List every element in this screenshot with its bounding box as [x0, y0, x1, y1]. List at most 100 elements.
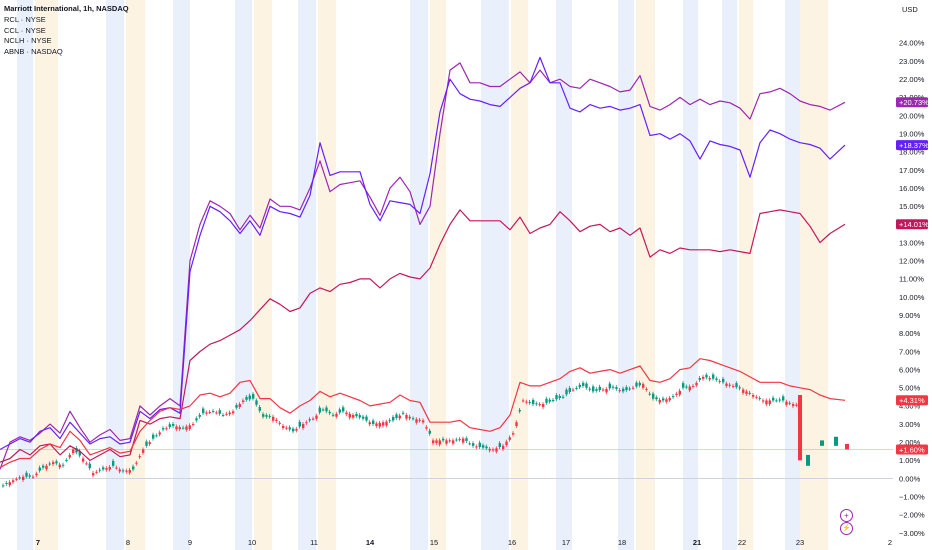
legend-title[interactable]: Marriott International, 1h, NASDAQ	[4, 4, 129, 13]
y-axis[interactable]: 24.00%23.00%22.00%21.00%20.00%19.00%18.0…	[899, 39, 925, 538]
candle-body	[178, 427, 181, 430]
x-tick-label: 21	[693, 538, 701, 547]
series-line-1[interactable]	[0, 62, 846, 470]
candle-body	[352, 414, 355, 418]
candle-body	[355, 413, 358, 417]
y-tick-label: 24.00%	[899, 39, 925, 48]
candle-body	[248, 395, 251, 400]
y-tick-label: 0.00%	[899, 474, 921, 483]
candle-body	[2, 485, 5, 487]
candle-body	[512, 433, 515, 435]
candle-body	[305, 422, 308, 424]
y-tick-label: 2.00%	[899, 438, 921, 447]
candle-body	[5, 482, 8, 484]
session-band	[17, 0, 33, 550]
candle-body	[672, 396, 675, 398]
candle-body	[758, 398, 761, 400]
session-band	[511, 0, 528, 550]
candle-body	[702, 376, 705, 379]
candle-body	[612, 386, 615, 388]
candle-body	[492, 449, 495, 451]
candle-body	[535, 403, 538, 405]
candle-body	[482, 445, 485, 448]
candle-body	[665, 399, 668, 402]
candle-body	[125, 470, 128, 472]
candle-body	[182, 427, 185, 429]
candle-body	[582, 382, 585, 386]
candle-body	[142, 449, 145, 453]
candle-body	[368, 422, 371, 425]
session-band	[235, 0, 252, 550]
candle-body	[68, 454, 71, 458]
candle-body	[188, 425, 191, 429]
candle-body	[775, 400, 778, 402]
flash-icon[interactable]: ⚡	[840, 522, 853, 535]
candle-body	[382, 422, 385, 426]
y-tick-label: 23.00%	[899, 57, 925, 66]
session-band	[739, 0, 753, 550]
candle-body	[28, 475, 31, 477]
candle-body	[708, 378, 711, 380]
candle-body	[488, 448, 491, 451]
candle-body	[462, 438, 465, 443]
x-tick-label: 10	[248, 538, 256, 547]
candle-body	[795, 404, 798, 406]
candle-body	[85, 463, 88, 465]
series-line-4[interactable]	[0, 358, 846, 469]
x-tick-label: 9	[188, 538, 192, 547]
series-lines	[0, 56, 846, 470]
candle-body	[292, 428, 295, 432]
candle-body	[432, 440, 435, 444]
candle-body	[478, 442, 481, 448]
candle-body	[75, 448, 78, 453]
candle-body	[638, 382, 641, 386]
y-tick-label: 6.00%	[899, 365, 921, 374]
candle-body	[278, 422, 281, 424]
candle-body	[225, 413, 228, 415]
candle-body	[322, 409, 325, 411]
candle-body	[78, 450, 81, 456]
candle-body	[528, 402, 531, 404]
candle-body	[98, 469, 101, 471]
candle-body	[515, 422, 518, 427]
legend-item-nclh[interactable]: NCLH · NYSE	[4, 36, 52, 46]
candle-body	[328, 411, 331, 414]
currency-label[interactable]: USD	[902, 5, 918, 14]
y-tick-label: −1.00%	[899, 492, 925, 501]
candle-body	[522, 400, 525, 402]
candle-body	[448, 440, 451, 442]
candle-body	[308, 419, 311, 421]
candle-body	[202, 408, 205, 414]
candle-body	[212, 410, 215, 412]
candle-body	[115, 467, 118, 469]
candle-body	[35, 473, 38, 476]
session-band	[430, 0, 446, 550]
y-tick-label: 20.00%	[899, 111, 925, 120]
legend-item-ccl[interactable]: CCL · NYSE	[4, 25, 46, 35]
candle-body	[722, 378, 725, 383]
candle-body	[238, 404, 241, 407]
series-line-2[interactable]	[0, 56, 846, 451]
price-badge	[896, 219, 928, 230]
candle-body	[752, 395, 755, 397]
candle-body	[205, 412, 208, 414]
candle-body	[185, 426, 188, 430]
candle-body	[565, 389, 568, 395]
y-tick-label: −3.00%	[899, 529, 925, 538]
legend-item-abnb[interactable]: ABNB · NASDAQ	[4, 47, 63, 57]
candle-body	[135, 462, 138, 464]
y-tick-label: 3.00%	[899, 420, 921, 429]
candle-body	[18, 477, 21, 479]
candle-body	[538, 404, 541, 406]
candle-body	[52, 462, 55, 465]
x-axis[interactable]: 7 8 9 10 11 14 15 16 17 18 21 22 23 2	[36, 538, 892, 547]
candle-body	[198, 415, 201, 417]
series-line-3[interactable]	[0, 209, 846, 463]
price-badge-label: +14.01%	[899, 220, 929, 229]
zoom-in-icon[interactable]: +	[840, 509, 853, 522]
legend-item-rcl[interactable]: RCL · NYSE	[4, 14, 46, 24]
candle-body	[845, 444, 849, 450]
price-badge	[896, 444, 928, 455]
session-band	[785, 0, 800, 550]
